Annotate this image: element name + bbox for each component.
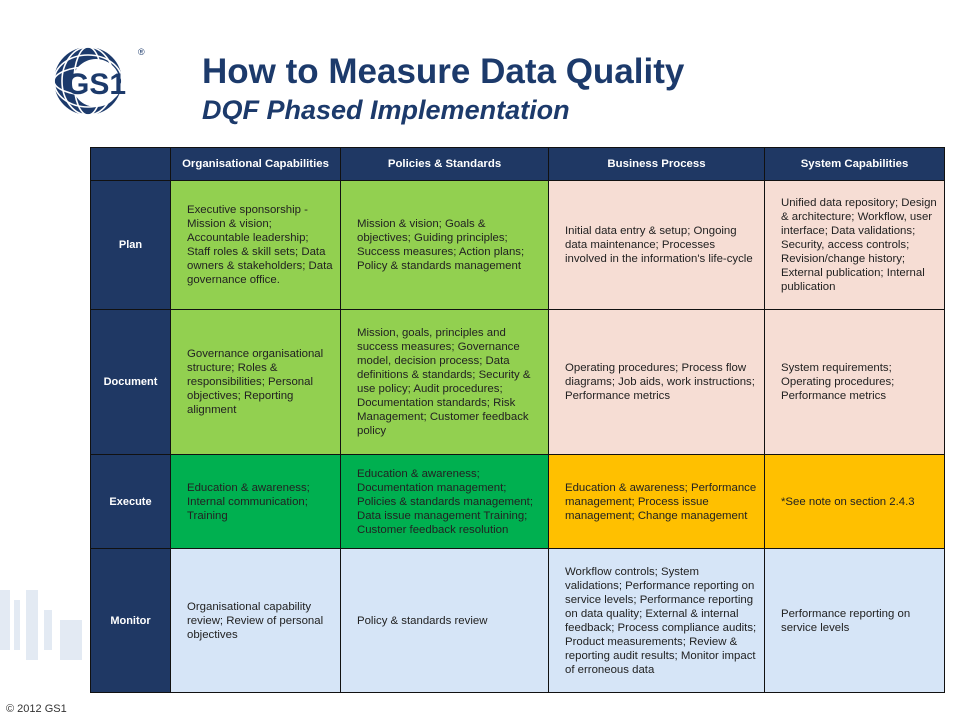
column-header-policies: Policies & Standards xyxy=(340,147,549,181)
table-cell: Organisational capability review; Review… xyxy=(170,548,341,693)
table-cell: *See note on section 2.4.3 xyxy=(764,454,945,549)
table-row-execute: Execute Education & awareness; Internal … xyxy=(90,454,945,549)
table-cell: Policy & standards review xyxy=(340,548,549,693)
table-cell: Unified data repository; Design & archit… xyxy=(764,180,945,310)
copyright-notice: © 2012 GS1 xyxy=(6,703,67,715)
table-cell: Initial data entry & setup; Ongoing data… xyxy=(548,180,765,310)
table-cell: Education & awareness; Documentation man… xyxy=(340,454,549,549)
row-label-monitor: Monitor xyxy=(90,548,171,693)
column-header-corner xyxy=(90,147,171,181)
table-row-monitor: Monitor Organisational capability review… xyxy=(90,548,945,693)
table-cell: Education & awareness; Internal communic… xyxy=(170,454,341,549)
table-cell: Operating procedures; Process flow diagr… xyxy=(548,309,765,455)
table-header-row: Organisational Capabilities Policies & S… xyxy=(90,147,945,181)
page-title: How to Measure Data Quality xyxy=(202,52,685,91)
table-cell: Mission & vision; Goals & objectives; Gu… xyxy=(340,180,549,310)
dqf-implementation-table: Organisational Capabilities Policies & S… xyxy=(90,147,945,693)
gs1-logo: GS1 ® xyxy=(53,46,145,116)
registered-mark: ® xyxy=(138,47,145,57)
table-cell: System requirements; Operating procedure… xyxy=(764,309,945,455)
column-header-business-process: Business Process xyxy=(548,147,765,181)
column-header-system: System Capabilities xyxy=(764,147,945,181)
table-cell: Workflow controls; System validations; P… xyxy=(548,548,765,693)
table-cell: Mission, goals, principles and success m… xyxy=(340,309,549,455)
logo-text: GS1 xyxy=(66,68,126,101)
row-label-execute: Execute xyxy=(90,454,171,549)
table-cell: Governance organisational structure; Rol… xyxy=(170,309,341,455)
column-header-organisational: Organisational Capabilities xyxy=(170,147,341,181)
table-cell: Executive sponsorship - Mission & vision… xyxy=(170,180,341,310)
table-row-plan: Plan Executive sponsorship - Mission & v… xyxy=(90,180,945,310)
row-label-plan: Plan xyxy=(90,180,171,310)
table-cell: Education & awareness; Performance manag… xyxy=(548,454,765,549)
table-row-document: Document Governance organisational struc… xyxy=(90,309,945,455)
table-cell: Performance reporting on service levels xyxy=(764,548,945,693)
row-label-document: Document xyxy=(90,309,171,455)
page-subtitle: DQF Phased Implementation xyxy=(202,95,570,125)
